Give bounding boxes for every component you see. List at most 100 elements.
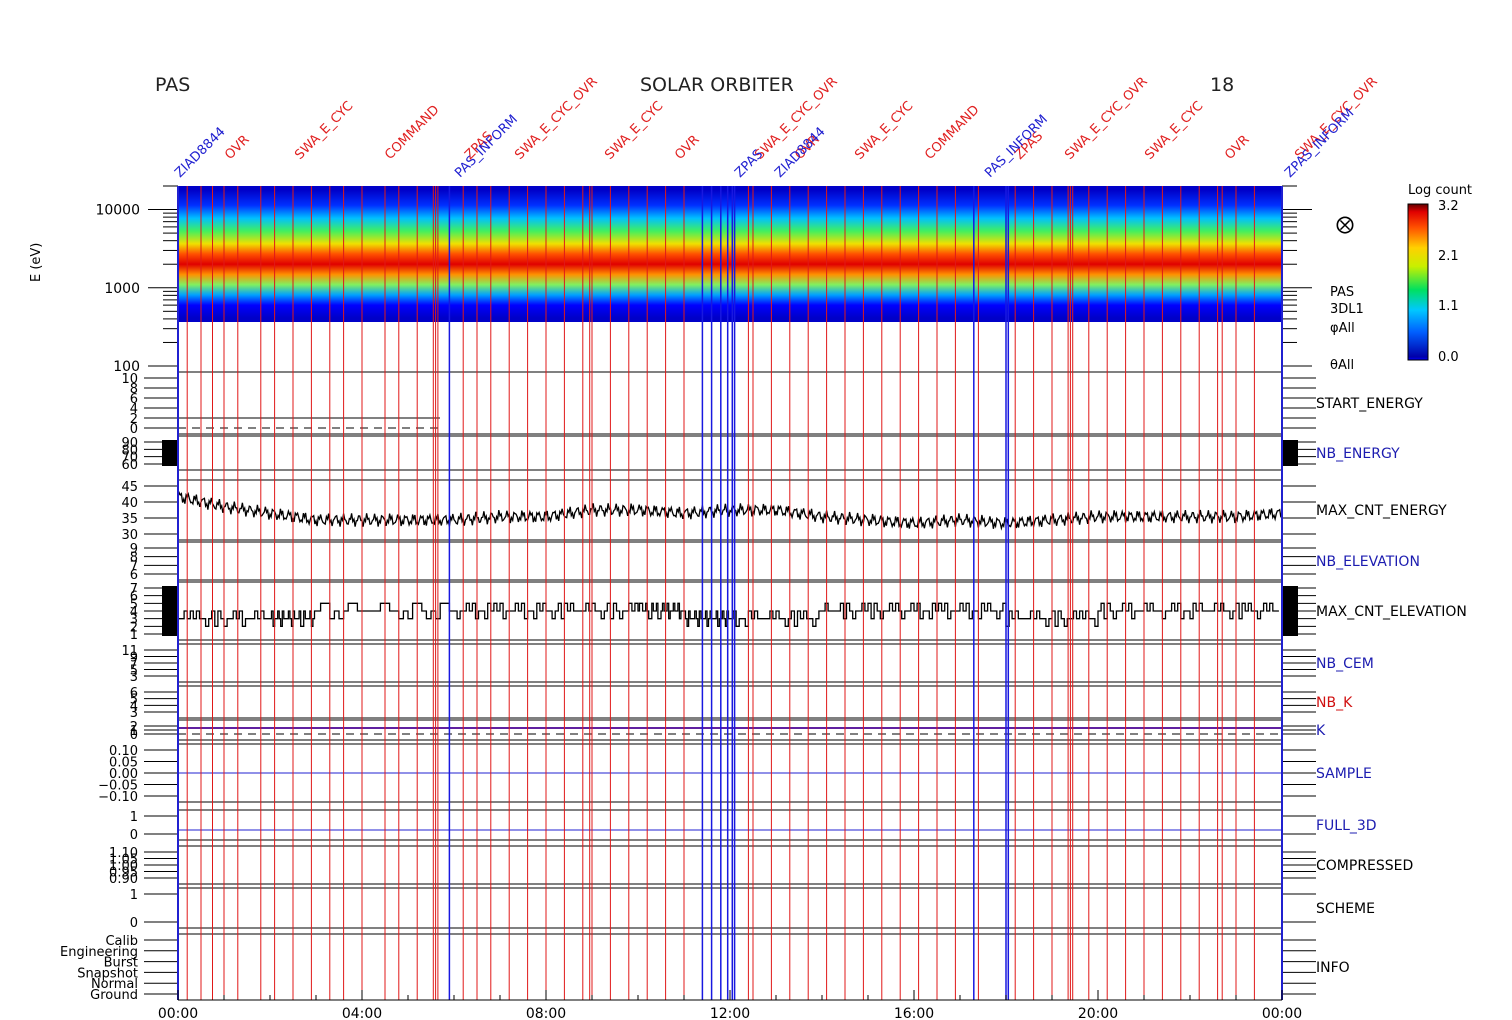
panel-tick-label: 6: [130, 392, 138, 407]
x-axis-tick-label: 12:00: [710, 1006, 750, 1020]
product-label-3: θAll: [1330, 358, 1354, 373]
panel-edge-bar: [162, 586, 178, 636]
panel-tick-label: 5: [130, 597, 138, 612]
panel-tick-label: 70: [121, 451, 138, 466]
spectrogram-ylabel: E (eV): [29, 243, 44, 282]
x-axis-tick-label: 16:00: [894, 1006, 934, 1020]
panel-tick-label: 9: [130, 651, 138, 666]
event-lines: [177, 186, 1283, 1000]
panel-tick-label: 3: [130, 613, 138, 628]
top-annotation-red: COMMAND: [922, 102, 982, 162]
panel-tick-label: 0.10: [109, 744, 138, 759]
header-right-label: 18: [1210, 74, 1234, 96]
panel-edge-bar: [162, 440, 178, 466]
panel-label: NB_ELEVATION: [1316, 554, 1420, 570]
x-axis-tick-label: 08:00: [526, 1006, 566, 1020]
spectrogram-symbol: ⨂: [1336, 214, 1354, 235]
panel-tick-label: 4: [130, 605, 138, 620]
colorbar: Log count 3.2 2.1 1.1 0.0: [1407, 183, 1472, 365]
panel-tick-label: −0.05: [98, 779, 138, 794]
panel-tick-label: −0.10: [98, 790, 138, 805]
panel-tick-label: 80: [121, 443, 138, 458]
panel-tick-label: 1.00: [109, 859, 138, 874]
panel-tick-label: 1.05: [109, 853, 138, 868]
panel-tick-label: Engineering: [60, 945, 138, 960]
spectrogram-panel: E (eV) ⨂ PAS 3DL1 φAll θAll: [29, 186, 1364, 373]
panel-tick-label: 1: [130, 724, 138, 739]
panel-tick-label: 45: [121, 480, 138, 495]
panel-tick-label: 6: [130, 590, 138, 605]
panel-tick-label: 7: [130, 559, 138, 574]
panel-tick-label: Normal: [91, 977, 138, 992]
panels: 1086420START_ENERGY90807060NB_ENERGY4540…: [60, 371, 1467, 1003]
panel-tick-label: 0: [130, 728, 138, 743]
panel-tick-label: 30: [121, 528, 138, 543]
panel-tick-label: 5: [130, 664, 138, 679]
colorbar-tick-0: 3.2: [1438, 199, 1459, 214]
x-axis-tick-label: 04:00: [342, 1006, 382, 1020]
panel-tick-label: 0.90: [109, 872, 138, 887]
colorbar-tick-3: 0.0: [1438, 350, 1459, 365]
top-annotation-red: SWA_E_CYC: [292, 99, 356, 163]
top-annotation-blue: PAS_INFORM: [982, 112, 1051, 181]
max-cnt-elevation-trace: [178, 602, 1279, 627]
spectrogram-tick-label: 10000: [95, 203, 140, 219]
panel-tick-label: 0.95: [109, 866, 138, 881]
panel-tick-label: 9: [130, 542, 138, 557]
panel-label: FULL_3D: [1316, 818, 1377, 834]
panel-tick-label: 11: [121, 644, 138, 659]
panel-label: INFO: [1316, 960, 1350, 976]
top-annotation-red: SWA_E_CYC: [602, 99, 666, 163]
panel-label: MAX_CNT_ENERGY: [1316, 503, 1447, 519]
colorbar-gradient: [1407, 203, 1429, 361]
top-annotation-red: OVR: [672, 132, 702, 162]
panel-label: NB_ENERGY: [1316, 446, 1400, 462]
panel-tick-label: 40: [121, 496, 138, 511]
header-center-title: SOLAR ORBITER: [640, 74, 794, 96]
top-annotation-blue: PAS_INFORM: [452, 112, 521, 181]
panel-tick-label: 2: [130, 412, 138, 427]
panel-tick-label: Ground: [90, 988, 138, 1003]
panel-tick-label: 1.10: [109, 846, 138, 861]
panel-tick-label: 0.00: [109, 767, 138, 782]
panel-tick-label: 7: [130, 657, 138, 672]
x-axis-tick-label: 00:00: [158, 1006, 198, 1020]
panel-label: SCHEME: [1316, 901, 1375, 917]
product-label-2: φAll: [1330, 321, 1355, 336]
panel-tick-label: 1: [130, 628, 138, 643]
panel-tick-label: 3: [130, 706, 138, 721]
top-annotation-red: OVR: [222, 132, 252, 162]
panel-tick-label: 6: [130, 568, 138, 583]
x-axis-tick-label: 20:00: [1078, 1006, 1118, 1020]
panel-tick-label: 2: [130, 620, 138, 635]
spectrogram-tick-label: 1000: [104, 281, 140, 297]
panel-tick-label: 0: [130, 828, 138, 843]
panel-tick-label: Burst: [104, 956, 138, 971]
panel-label: SAMPLE: [1316, 766, 1372, 782]
panel-tick-label: 0: [130, 916, 138, 931]
panel-tick-label: 3: [130, 670, 138, 685]
panel-tick-label: 4: [130, 699, 138, 714]
top-annotation-red: SWA_E_CYC: [852, 99, 916, 163]
x-axis-tick-label: 00:00: [1262, 1006, 1302, 1020]
top-annotation-red: SWA_E_CYC: [1142, 99, 1206, 163]
colorbar-tick-2: 1.1: [1438, 299, 1459, 314]
panel-tick-label: 10: [121, 372, 138, 387]
panel-tick-label: 8: [130, 382, 138, 397]
panel-label: K: [1316, 723, 1326, 739]
panel-tick-label: 8: [130, 551, 138, 566]
panel-tick-label: 90: [121, 436, 138, 451]
panel-edge-bar-right: [1282, 586, 1298, 636]
panel-tick-label: 1: [130, 888, 138, 903]
colorbar-title: Log count: [1408, 183, 1472, 198]
header-left-label: PAS: [155, 74, 190, 96]
panel-label: NB_K: [1316, 695, 1353, 711]
panel-tick-label: 35: [121, 512, 138, 527]
top-annotation-red: OVR: [1222, 132, 1252, 162]
panel-tick-label: 7: [130, 582, 138, 597]
panel-label: NB_CEM: [1316, 656, 1374, 672]
panel-tick-label: 6: [130, 686, 138, 701]
panel-tick-label: 5: [130, 693, 138, 708]
product-label-1: 3DL1: [1330, 302, 1364, 317]
